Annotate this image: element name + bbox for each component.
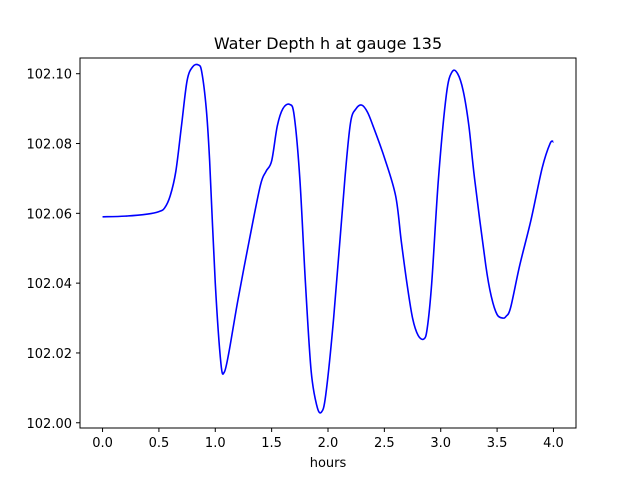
- y-tick-label: 102.04: [27, 277, 73, 292]
- x-tick-label: 4.0: [543, 436, 564, 451]
- x-tick-label: 1.0: [205, 436, 226, 451]
- y-axis: 102.00 102.02 102.04 102.06 102.08 102.10: [27, 68, 80, 432]
- x-tick-label: 2.5: [374, 436, 395, 451]
- chart-title: Water Depth h at gauge 135: [214, 34, 442, 53]
- series-layer: [102, 63, 554, 414]
- series-line: [102, 63, 554, 414]
- x-tick-label: 3.5: [487, 436, 508, 451]
- x-axis: 0.0 0.5 1.0 1.5 2.0 2.5 3.0 3.5 4.0: [92, 428, 564, 451]
- y-tick-label: 102.02: [27, 347, 73, 362]
- x-tick-label: 2.0: [318, 436, 339, 451]
- x-axis-label: hours: [310, 456, 347, 471]
- x-tick-label: 0.0: [92, 436, 113, 451]
- y-tick-label: 102.10: [27, 68, 73, 83]
- y-tick-label: 102.08: [27, 138, 73, 153]
- y-tick-label: 102.06: [27, 207, 73, 222]
- x-tick-label: 3.0: [430, 436, 451, 451]
- x-tick-label: 1.5: [261, 436, 282, 451]
- x-tick-label: 0.5: [149, 436, 170, 451]
- y-tick-label: 102.00: [27, 417, 73, 432]
